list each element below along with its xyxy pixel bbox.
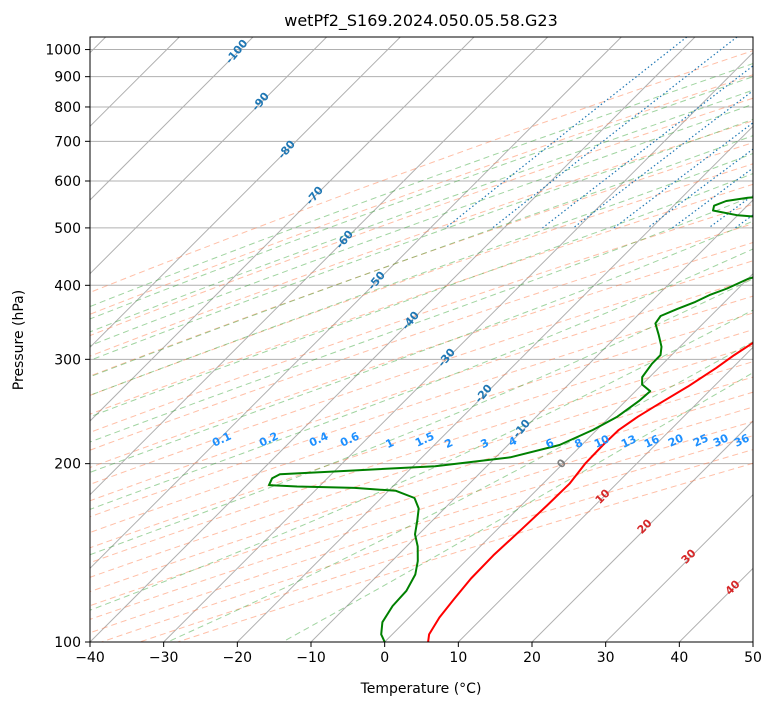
x-tick-label: 20 xyxy=(523,650,541,666)
y-tick-label: 300 xyxy=(54,352,81,368)
x-tick-label: 0 xyxy=(380,650,389,666)
y-tick-label: 100 xyxy=(54,635,81,651)
y-tick-label: 900 xyxy=(54,70,81,86)
y-tick-label: 1000 xyxy=(45,43,81,59)
x-tick-label: 30 xyxy=(597,650,615,666)
y-tick-label: 200 xyxy=(54,457,81,473)
x-tick-label: −40 xyxy=(75,650,105,666)
x-axis-label: Temperature (°C) xyxy=(360,681,482,697)
x-tick-label: 50 xyxy=(744,650,762,666)
y-tick-label: 800 xyxy=(54,100,81,116)
y-axis-label: Pressure (hPa) xyxy=(11,290,27,390)
y-tick-label: 700 xyxy=(54,134,81,150)
y-tick-label: 600 xyxy=(54,174,81,190)
y-tick-label: 500 xyxy=(54,221,81,237)
y-tick-label: 400 xyxy=(54,278,81,294)
x-tick-label: −30 xyxy=(149,650,179,666)
x-tick-label: 10 xyxy=(449,650,467,666)
x-tick-label: −10 xyxy=(296,650,326,666)
chart-title: wetPf2_S169.2024.050.05.58.G23 xyxy=(284,11,558,31)
x-tick-label: −20 xyxy=(223,650,253,666)
x-tick-label: 40 xyxy=(670,650,688,666)
